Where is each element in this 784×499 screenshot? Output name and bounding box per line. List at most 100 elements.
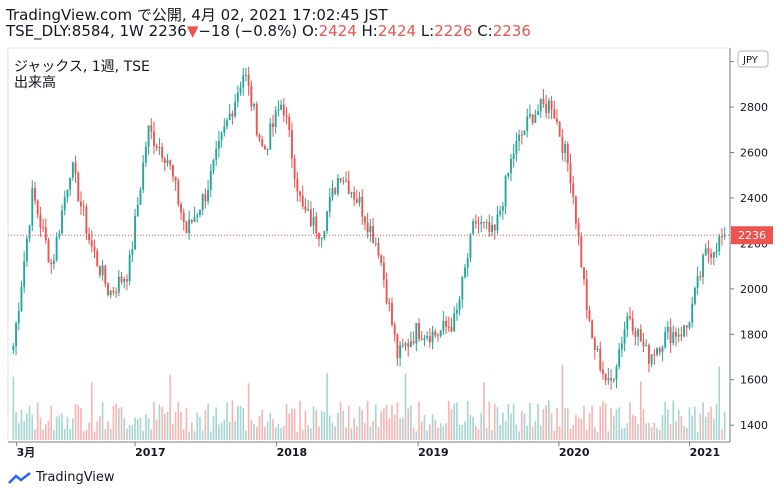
candle-body xyxy=(572,183,575,197)
candle xyxy=(707,240,710,264)
candle-body xyxy=(174,176,177,181)
candle-body xyxy=(661,347,664,353)
candle xyxy=(610,369,613,390)
candle xyxy=(528,104,531,119)
candle xyxy=(574,195,577,230)
candle-body xyxy=(358,196,361,203)
candle xyxy=(31,180,34,232)
volume-bar xyxy=(618,407,620,440)
candle xyxy=(226,117,228,130)
candle xyxy=(44,218,47,244)
candle-body xyxy=(545,104,548,113)
candle-body xyxy=(523,130,526,136)
volume-bar xyxy=(93,431,96,440)
candle xyxy=(220,131,223,148)
candle xyxy=(350,191,353,199)
candle xyxy=(591,319,594,339)
volume-bar xyxy=(566,408,569,440)
volume-bar xyxy=(161,406,163,440)
candle-body xyxy=(231,113,234,117)
candle xyxy=(455,303,458,321)
volume-bar xyxy=(702,402,704,440)
volume-bar xyxy=(591,405,593,440)
candle xyxy=(523,130,526,136)
candle-body xyxy=(188,219,191,234)
volume-bar xyxy=(534,421,537,440)
candle xyxy=(401,338,404,349)
volume-bar xyxy=(466,401,469,440)
y-tick-label: 1600 xyxy=(740,374,768,387)
candle-body xyxy=(439,330,442,336)
candle xyxy=(28,224,31,243)
candle-body xyxy=(380,255,383,263)
candle-body xyxy=(288,117,291,131)
volume-bar xyxy=(442,426,445,440)
volume-bar xyxy=(293,408,296,440)
volume-bar xyxy=(169,374,172,440)
volume-bar xyxy=(369,426,372,440)
volume-bar xyxy=(53,430,55,440)
candle-body xyxy=(361,196,364,217)
candle xyxy=(458,295,461,316)
candle xyxy=(601,361,604,380)
candle-body xyxy=(539,98,542,112)
volume-bar xyxy=(523,413,526,440)
candle xyxy=(634,327,637,346)
candle xyxy=(537,104,539,116)
volume-bar xyxy=(228,421,231,440)
volume-bar xyxy=(334,426,337,440)
volume-bar xyxy=(342,410,345,440)
candle xyxy=(71,161,74,181)
candle xyxy=(98,265,101,278)
candle-body xyxy=(466,258,469,268)
candle xyxy=(577,217,580,246)
candle-body xyxy=(585,279,588,311)
volume-bar xyxy=(667,409,669,440)
candle xyxy=(699,271,702,281)
footer-brand[interactable]: TradingView xyxy=(8,470,115,485)
volume-bar xyxy=(556,407,558,440)
candle-body xyxy=(182,212,185,222)
candle xyxy=(409,331,412,348)
candle xyxy=(618,343,621,370)
candle-body xyxy=(396,334,399,358)
volume-bar xyxy=(253,423,255,440)
volume-bar xyxy=(99,416,101,440)
volume-bar xyxy=(320,410,323,440)
volume-bar xyxy=(258,416,261,440)
candle-body xyxy=(209,170,212,190)
candle xyxy=(680,326,683,342)
volume-bar xyxy=(464,421,466,440)
candle xyxy=(153,121,155,155)
volume-bar xyxy=(429,424,431,440)
candle-body xyxy=(166,160,169,163)
candle xyxy=(431,325,434,350)
candle-body xyxy=(50,262,53,264)
candle xyxy=(331,180,334,201)
volume-bar xyxy=(318,426,320,440)
volume-bar xyxy=(588,412,591,440)
volume-bar xyxy=(583,405,585,440)
candle xyxy=(134,208,137,251)
volume-bar xyxy=(66,417,69,440)
candle xyxy=(109,289,112,299)
volume-bar xyxy=(255,427,258,440)
candle-body xyxy=(577,223,580,237)
candle xyxy=(363,215,366,230)
candle xyxy=(199,208,201,218)
candle-body xyxy=(574,196,577,224)
candle xyxy=(485,219,488,230)
candle-body xyxy=(328,197,331,212)
y-tick-label: 2600 xyxy=(740,147,768,160)
candle xyxy=(547,97,550,119)
price-chart[interactable]: 140016001800200022002400260028003000JPY3… xyxy=(0,44,784,464)
volume-bar xyxy=(683,426,685,440)
candle xyxy=(15,321,18,356)
volume-bar xyxy=(469,414,472,440)
volume-bar xyxy=(715,403,718,440)
volume-bar xyxy=(529,402,531,440)
candle xyxy=(25,235,28,267)
candle-body xyxy=(228,113,231,121)
volume-bar xyxy=(218,424,220,440)
volume-bar xyxy=(123,418,126,440)
